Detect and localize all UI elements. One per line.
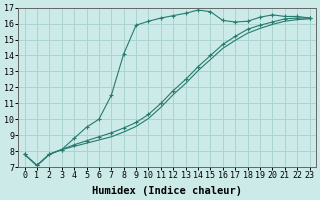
X-axis label: Humidex (Indice chaleur): Humidex (Indice chaleur) [92,186,242,196]
